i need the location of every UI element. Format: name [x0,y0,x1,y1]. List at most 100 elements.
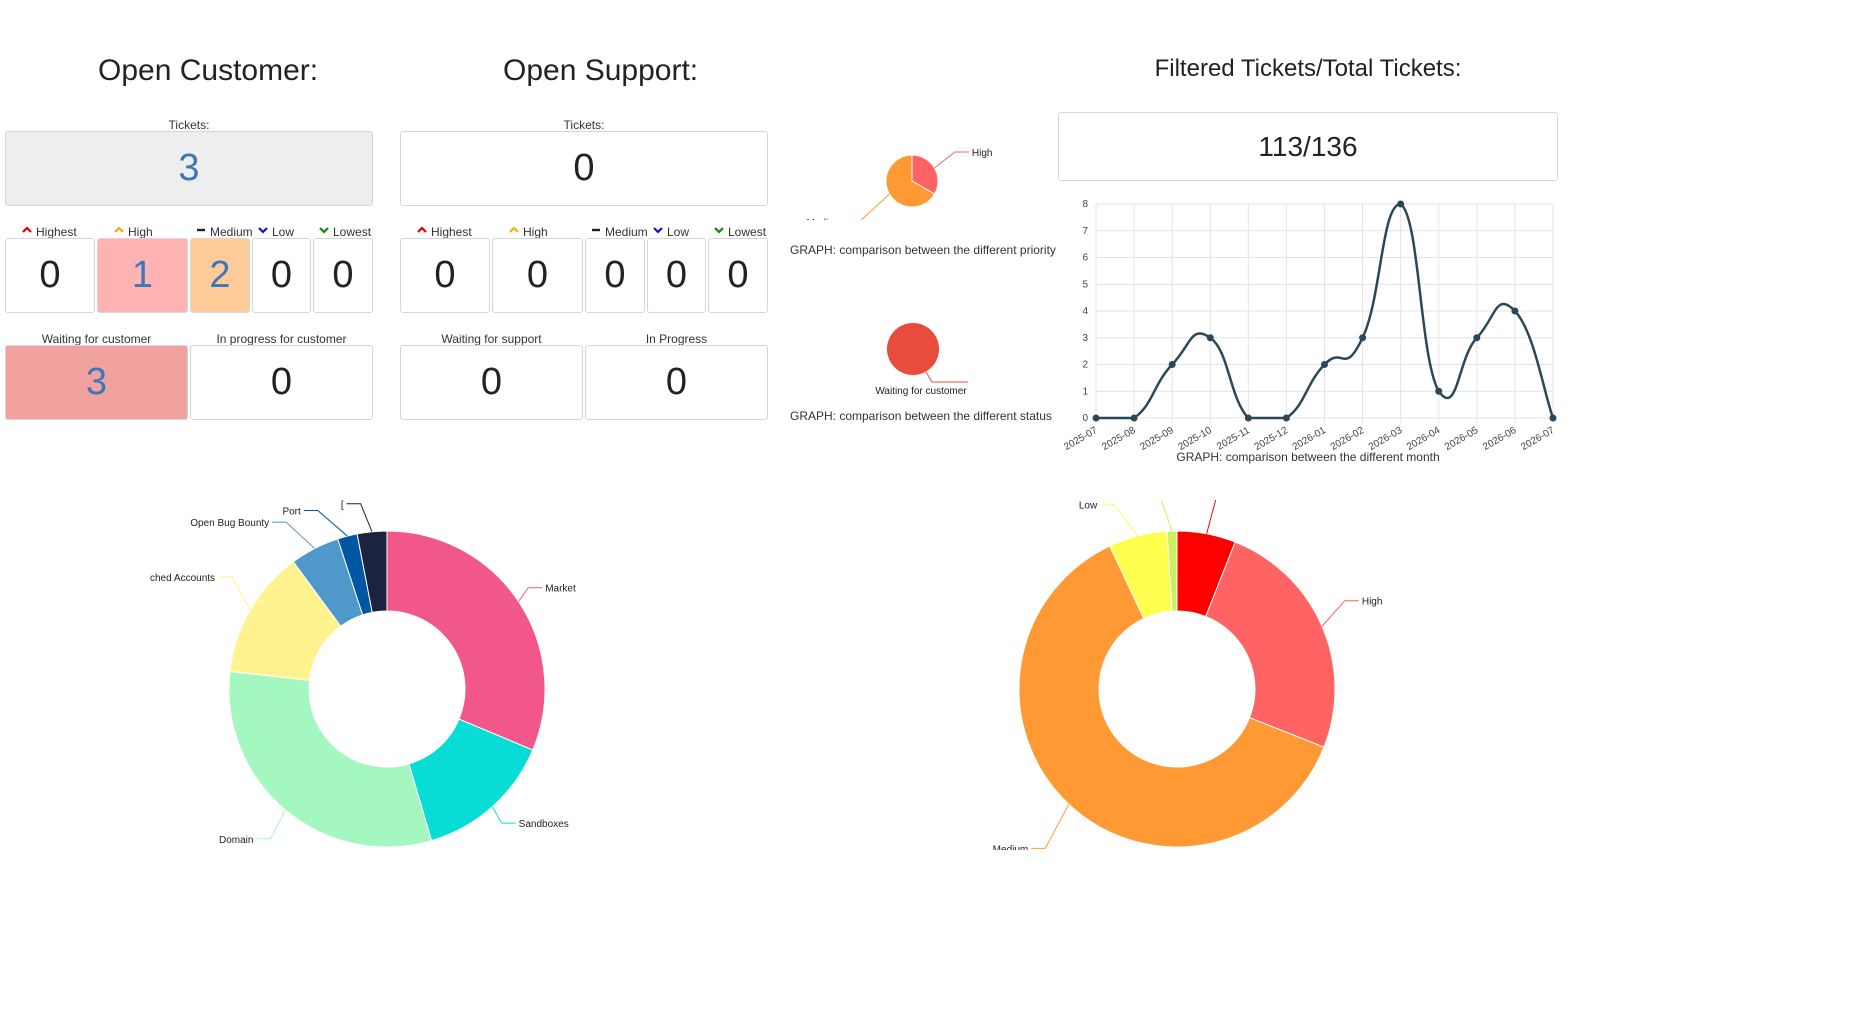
pie-slice-lowest[interactable] [1166,530,1178,612]
pie-label-line [1100,503,1139,537]
priority-label-text: High [128,224,153,239]
priority-label-text: Low [272,224,295,239]
customer-waiting-count[interactable]: 3 [5,345,188,420]
chevron-down-icon [653,224,663,239]
x-tick-label: 2026-02 [1329,425,1367,450]
open-support-priority-count-medium: 0 [585,238,645,313]
data-point[interactable] [1511,307,1519,315]
priority-label-text: Lowest [333,224,372,239]
open-customer-priority-count-medium[interactable]: 2 [190,238,250,313]
x-tick-label: 2025-07 [1062,425,1100,450]
y-tick-label: 4 [1082,306,1088,317]
open-customer-title: Open Customer: [98,54,319,87]
data-point[interactable] [1435,387,1443,395]
data-point[interactable] [1549,414,1557,422]
pie-label: Medium [993,844,1029,850]
pie-slice-waiting-for-customer[interactable] [887,323,939,375]
chevron-up-icon [114,224,124,239]
support-status-label-inprogress: In Progress [645,332,708,346]
open-support-priority-label-medium: Medium [591,224,648,239]
data-point[interactable] [1473,334,1481,342]
data-point[interactable] [1092,414,1100,422]
data-point[interactable] [1359,334,1367,342]
pie-label-line [272,521,315,549]
data-point[interactable] [1397,200,1405,208]
minus-icon [196,224,206,239]
status-mini-pie-chart: Waiting for customer [875,323,968,397]
priority-label-text: Highest [36,224,77,239]
pie-label-line [218,576,251,611]
priority-label-text: Medium [210,224,253,239]
open-customer-priority-count-high[interactable]: 1 [97,238,188,313]
data-point[interactable] [1282,414,1290,422]
y-tick-label: 2 [1082,360,1088,371]
pie-label-line [256,809,286,840]
data-point[interactable] [1321,361,1328,368]
data-point[interactable] [1244,414,1252,422]
chevron-double-up-icon [417,224,427,239]
data-point[interactable] [1206,334,1214,342]
pie-label: Breached Accounts [150,573,215,584]
pie-label-line [925,371,968,383]
pie-slice-domain[interactable] [228,670,433,848]
pie-label: Sandboxes [519,819,569,830]
support-tickets-label: Tickets: [563,118,605,132]
pie-slice--[interactable] [356,530,388,613]
priority-graph-caption: GRAPH: comparison between the different … [790,243,1056,257]
x-tick-label: 2026-03 [1367,425,1405,450]
open-support-priority-count-highest: 0 [400,238,490,313]
open-support-priority-label-lowest: Lowest [714,224,766,239]
pie-label-line [303,510,348,537]
pie-label: High [972,148,993,159]
status-graph-caption: GRAPH: comparison between the different … [790,409,1052,423]
open-customer-priority-label-medium: Medium [196,224,253,239]
priority-label-text: Highest [431,224,472,239]
open-customer-priority-count-highest: 0 [5,238,95,313]
open-support-priority-label-high: High [509,224,548,239]
pie-slice-medium[interactable] [1018,545,1325,848]
support-waiting-count: 0 [400,345,583,420]
pie-label-line [1031,803,1070,849]
x-tick-label: 2025-09 [1138,425,1176,450]
pie-label: Highest [1234,500,1268,501]
support-status-label-waiting: Waiting for support [441,332,542,346]
customer-tickets-label: Tickets: [168,118,210,132]
y-tick-label: 8 [1082,199,1088,210]
chevron-double-down-icon [714,224,724,239]
pie-label-line [934,151,969,169]
open-support-priority-count-high: 0 [492,238,583,313]
open-support-priority-count-low: 0 [647,238,706,313]
pie-label: Low [1079,500,1098,511]
y-tick-label: 3 [1082,333,1088,344]
y-tick-label: 7 [1082,226,1088,237]
open-support-priority-label-low: Low [653,224,689,239]
pie-slice-high[interactable] [1205,541,1336,748]
pie-slice-medium[interactable] [885,154,936,208]
customer-status-label-inprogress: In progress for customer [216,332,347,346]
pie-label: Open Bug Bounty [190,518,269,529]
pie-label-line [860,193,890,220]
filtered-tickets-value: 113/136 [1058,112,1558,181]
x-tick-label: 2025-10 [1176,425,1214,450]
pie-slice-market[interactable] [386,530,546,751]
x-tick-label: 2026-07 [1519,425,1557,450]
priority-label-text: Lowest [728,224,767,239]
y-tick-label: 6 [1082,253,1088,264]
data-point[interactable] [1168,361,1176,368]
chevron-double-up-icon [22,224,32,239]
priority-doughnut-chart: Highest High Medium Low Lowest [993,500,1382,850]
pie-label: Market [545,584,576,595]
chevron-double-down-icon [319,224,329,239]
open-customer-priority-count-low: 0 [252,238,311,313]
category-doughnut-chart: Market Sandboxes Domain Breached Accounts Op… [150,500,576,848]
customer-tickets-count[interactable]: 3 [5,131,373,206]
x-tick-label: 2026-06 [1481,425,1519,450]
filtered-tickets-title: Filtered Tickets/Total Tickets: [1154,55,1462,82]
pie-label: [ [341,500,344,511]
x-tick-label: 2026-01 [1291,425,1329,450]
pie-label-line [518,587,543,602]
data-point[interactable] [1130,414,1138,422]
chevron-down-icon [258,224,268,239]
pie-label: Lowest [1111,500,1143,502]
